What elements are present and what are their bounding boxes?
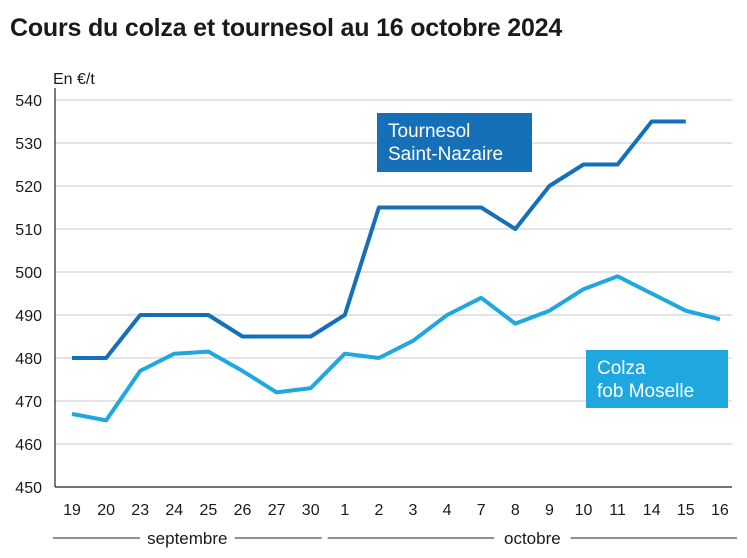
x-tick-label: 25 xyxy=(200,502,218,519)
x-tick-label: 30 xyxy=(302,502,320,519)
x-tick-label: 7 xyxy=(477,502,486,519)
x-tick-label: 26 xyxy=(234,502,252,519)
month-label: septembre xyxy=(147,529,227,548)
x-tick-label: 23 xyxy=(131,502,149,519)
y-tick-label: 460 xyxy=(15,437,42,454)
month-label: octobre xyxy=(504,529,561,548)
chart-title: Cours du colza et tournesol au 16 octobr… xyxy=(10,14,563,42)
y-tick-label: 510 xyxy=(15,222,42,239)
x-tick-label: 27 xyxy=(268,502,286,519)
y-tick-label: 520 xyxy=(15,179,42,196)
x-tick-label: 4 xyxy=(443,502,452,519)
x-tick-label: 16 xyxy=(711,502,729,519)
series-line-tournesol xyxy=(72,119,686,360)
x-tick-label: 9 xyxy=(545,502,554,519)
y-tick-label: 490 xyxy=(15,308,42,325)
y-tick-label: 450 xyxy=(15,480,42,497)
y-tick-label: 470 xyxy=(15,394,42,411)
series-label-text: Tournesol xyxy=(388,121,470,142)
x-tick-label: 24 xyxy=(165,502,183,519)
x-tick-label: 20 xyxy=(97,502,115,519)
series-label-box xyxy=(377,113,532,172)
x-tick-label: 2 xyxy=(374,502,383,519)
series-label-text: Colza xyxy=(597,358,646,379)
x-tick-label: 8 xyxy=(511,502,520,519)
series-label-text: fob Moselle xyxy=(597,381,694,402)
series-line-colza xyxy=(71,274,721,423)
y-axis-label: En €/t xyxy=(53,71,95,88)
series-label-text: Saint-Nazaire xyxy=(388,144,503,165)
x-tick-label: 11 xyxy=(609,502,626,519)
y-tick-label: 530 xyxy=(15,136,42,153)
x-tick-label: 10 xyxy=(575,502,593,519)
x-tick-label: 14 xyxy=(643,502,661,519)
x-tick-label: 15 xyxy=(677,502,695,519)
x-tick-label: 19 xyxy=(63,502,81,519)
y-tick-label: 540 xyxy=(15,93,42,110)
x-tick-label: 3 xyxy=(409,502,418,519)
series-label-box xyxy=(586,350,728,408)
y-tick-label: 480 xyxy=(15,351,42,368)
x-tick-label: 1 xyxy=(340,502,349,519)
y-tick-label: 500 xyxy=(15,265,42,282)
